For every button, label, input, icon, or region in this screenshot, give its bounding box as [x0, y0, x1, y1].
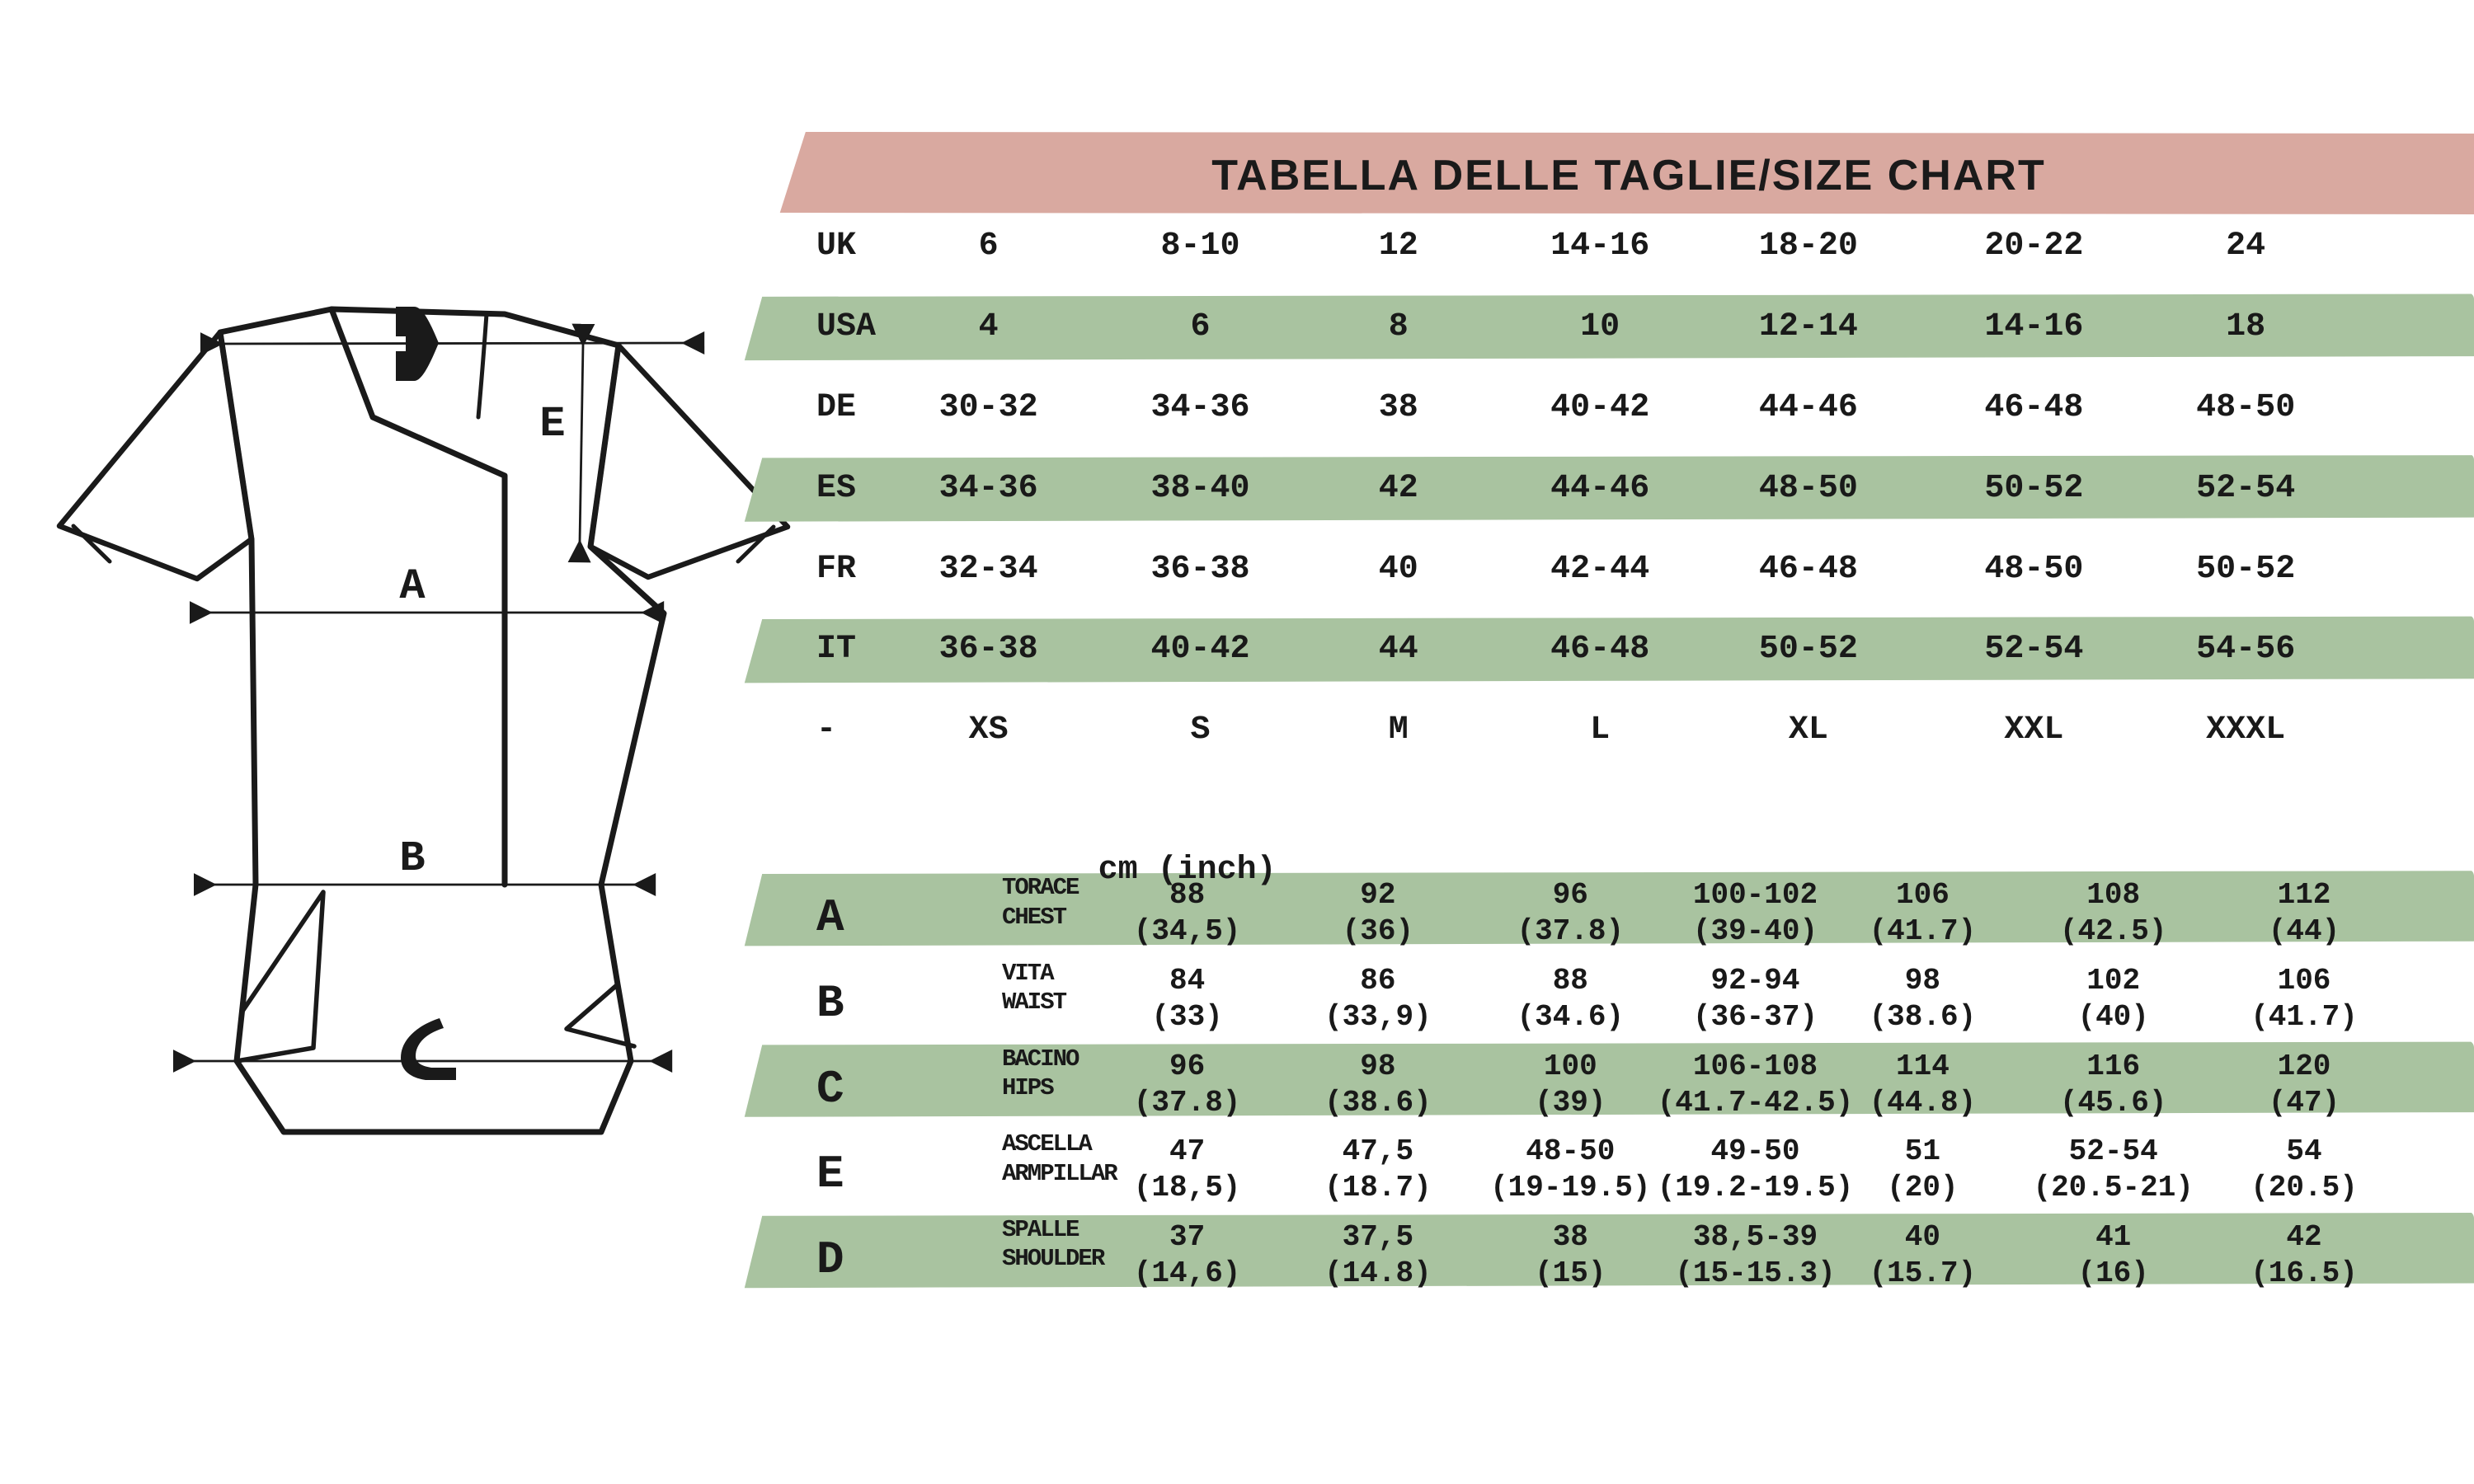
svg-text:E: E — [539, 400, 565, 448]
svg-text:B: B — [399, 834, 425, 883]
svg-text:A: A — [399, 562, 426, 611]
